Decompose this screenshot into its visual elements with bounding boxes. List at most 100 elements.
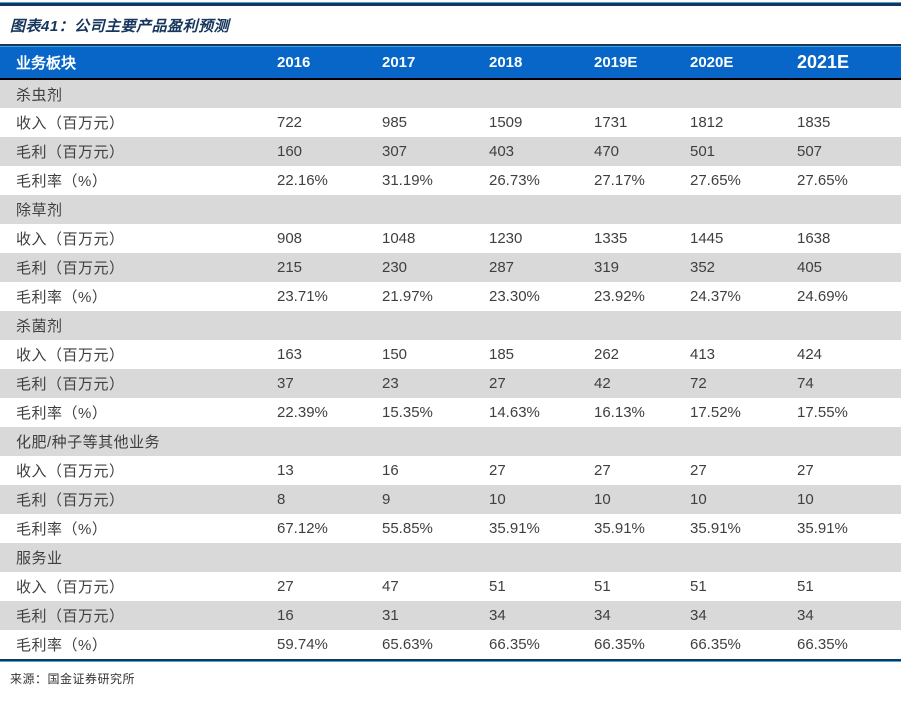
empty-cell	[382, 195, 489, 224]
value-cell: 31	[382, 601, 489, 630]
row-label: 毛利率（%）	[16, 405, 108, 422]
empty-cell	[382, 543, 489, 572]
value-cell: 59.74%	[277, 636, 328, 653]
value-cell: 51	[690, 578, 707, 595]
empty-cell	[489, 427, 594, 456]
section-row: 杀虫剂	[0, 79, 901, 108]
data-row: 毛利率（%） 59.74% 65.63% 66.35% 66.35% 66.35% 66.3…	[0, 630, 901, 659]
value-cell: 470	[594, 137, 690, 166]
value-cell: 23.71%	[277, 288, 328, 305]
row-label: 毛利率（%）	[16, 173, 108, 190]
empty-cell	[797, 427, 901, 456]
value-cell: 35.91%	[797, 520, 848, 537]
data-row: 毛利率（%） 67.12% 55.85% 35.91% 35.91% 35.91% 35.9…	[0, 514, 901, 543]
data-row: 毛利（百万元） 160 307 403 470 501 507	[0, 137, 901, 166]
value-cell: 1335	[594, 230, 628, 247]
col-header-2020e: 2020E	[690, 47, 797, 80]
value-cell: 27.17%	[594, 172, 645, 189]
value-cell: 34	[489, 601, 594, 630]
data-row: 毛利率（%） 22.39% 15.35% 14.63% 16.13% 17.52% 17.5…	[0, 398, 901, 427]
data-row: 收入（百万元） 163 150 185 262 413 424	[0, 340, 901, 369]
profit-forecast-table: 业务板块 2016 2017 2018 2019E 2020E 2021E 杀虫…	[0, 47, 901, 659]
value-cell: 14.63%	[489, 404, 540, 421]
figure-title: 图表41：公司主要产品盈利预测	[10, 18, 230, 35]
empty-cell	[797, 543, 901, 572]
value-cell: 31.19%	[382, 172, 433, 189]
value-cell: 230	[382, 253, 489, 282]
value-cell: 501	[690, 137, 797, 166]
row-label: 毛利率（%）	[16, 521, 108, 538]
empty-cell	[690, 311, 797, 340]
value-cell: 319	[594, 253, 690, 282]
empty-cell	[797, 79, 901, 108]
value-cell: 1445	[690, 230, 724, 247]
row-label: 毛利（百万元）	[0, 601, 277, 630]
empty-cell	[277, 311, 382, 340]
value-cell: 74	[797, 369, 901, 398]
value-cell: 37	[277, 369, 382, 398]
value-cell: 507	[797, 137, 901, 166]
data-row: 收入（百万元） 27 47 51 51 51 51	[0, 572, 901, 601]
empty-cell	[489, 311, 594, 340]
col-header-2021e: 2021E	[797, 47, 901, 80]
value-cell: 10	[594, 485, 690, 514]
data-row: 毛利（百万元） 37 23 27 42 72 74	[0, 369, 901, 398]
value-cell: 8	[277, 485, 382, 514]
top-rule	[0, 2, 901, 6]
value-cell: 1048	[382, 230, 416, 247]
value-cell: 42	[594, 369, 690, 398]
section-label: 服务业	[0, 543, 277, 572]
col-header-2017: 2017	[382, 47, 489, 80]
value-cell: 160	[277, 137, 382, 166]
data-row: 收入（百万元） 13 16 27 27 27 27	[0, 456, 901, 485]
source-note: 来源：国金证券研究所	[10, 672, 136, 686]
empty-cell	[277, 543, 382, 572]
row-label: 毛利（百万元）	[0, 485, 277, 514]
row-label: 毛利率（%）	[16, 289, 108, 306]
row-label: 毛利（百万元）	[0, 137, 277, 166]
value-cell: 16	[382, 462, 399, 479]
value-cell: 35.91%	[489, 520, 540, 537]
value-cell: 1731	[594, 114, 628, 131]
empty-cell	[277, 195, 382, 224]
empty-cell	[594, 311, 690, 340]
value-cell: 23	[382, 369, 489, 398]
section-row: 除草剂	[0, 195, 901, 224]
section-label: 杀虫剂	[0, 79, 277, 108]
empty-cell	[489, 195, 594, 224]
row-label: 毛利（百万元）	[0, 369, 277, 398]
value-cell: 66.35%	[690, 636, 741, 653]
value-cell: 352	[690, 253, 797, 282]
top-rule-cyan-line	[0, 2, 901, 3]
value-cell: 27	[489, 462, 506, 479]
value-cell: 51	[489, 578, 506, 595]
value-cell: 1835	[797, 114, 831, 131]
value-cell: 16	[277, 601, 382, 630]
row-label: 收入（百万元）	[16, 347, 125, 364]
empty-cell	[690, 427, 797, 456]
value-cell: 16.13%	[594, 404, 645, 421]
value-cell: 1638	[797, 230, 831, 247]
empty-cell	[594, 427, 690, 456]
value-cell: 10	[690, 485, 797, 514]
value-cell: 34	[797, 601, 901, 630]
value-cell: 10	[489, 485, 594, 514]
title-divider-cyan-line	[0, 46, 901, 47]
value-cell: 47	[382, 578, 399, 595]
value-cell: 27	[277, 578, 294, 595]
value-cell: 22.16%	[277, 172, 328, 189]
empty-cell	[277, 427, 382, 456]
empty-cell	[382, 311, 489, 340]
value-cell: 307	[382, 137, 489, 166]
value-cell: 27.65%	[797, 172, 848, 189]
value-cell: 287	[489, 253, 594, 282]
section-row: 服务业	[0, 543, 901, 572]
row-label: 毛利率（%）	[16, 637, 108, 654]
value-cell: 413	[690, 346, 716, 363]
value-cell: 163	[277, 346, 303, 363]
empty-cell	[277, 79, 382, 108]
value-cell: 22.39%	[277, 404, 328, 421]
data-row: 毛利率（%） 23.71% 21.97% 23.30% 23.92% 24.37% 24.6…	[0, 282, 901, 311]
value-cell: 262	[594, 346, 620, 363]
section-row: 化肥/种子等其他业务	[0, 427, 901, 456]
